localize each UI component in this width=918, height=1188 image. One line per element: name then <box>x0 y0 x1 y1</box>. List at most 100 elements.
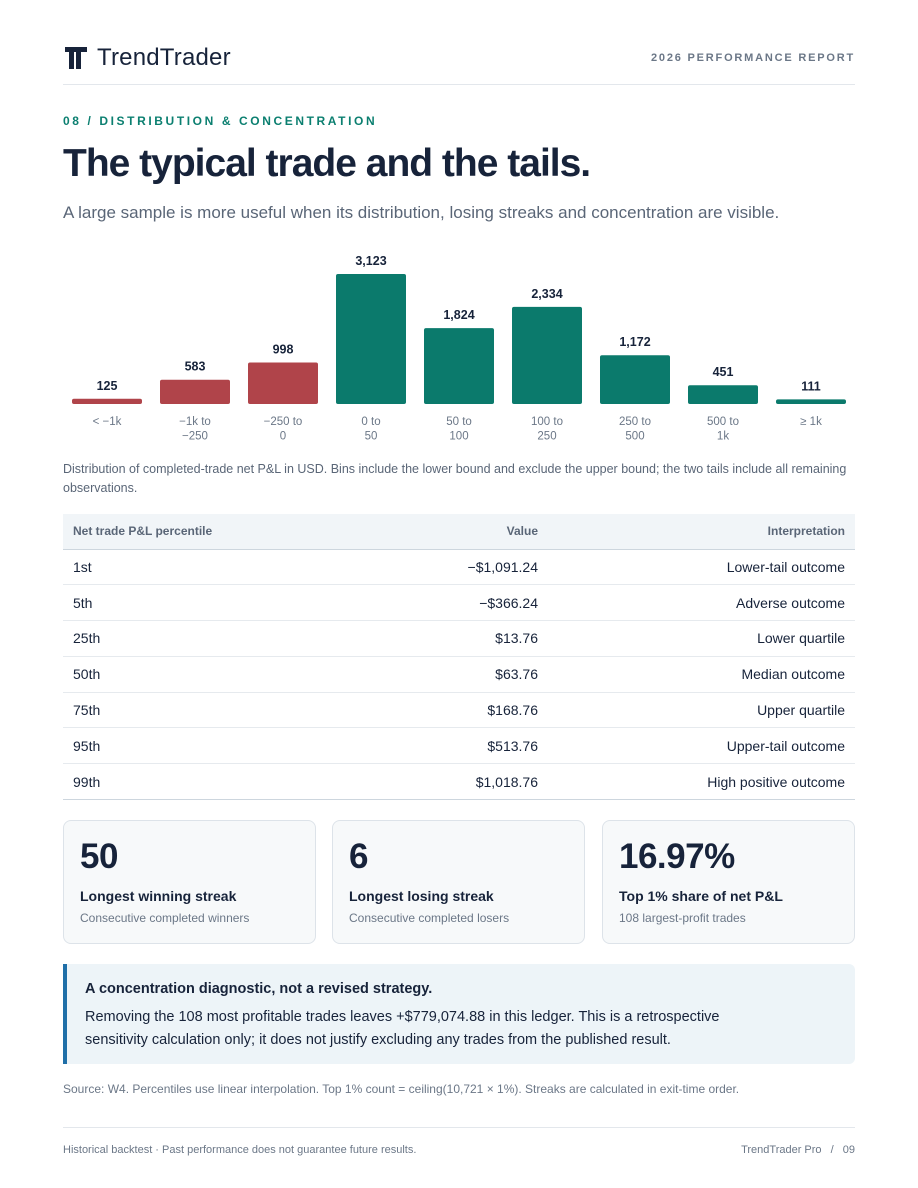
bar-value-label: 583 <box>185 360 206 374</box>
bar <box>160 379 230 404</box>
value-cell: $63.76 <box>263 656 548 693</box>
report-label: 2026 PERFORMANCE REPORT <box>651 52 855 64</box>
percentile-cell: 75th <box>63 692 263 729</box>
category-label: 1k <box>717 431 729 443</box>
trendtrader-logo-icon <box>65 47 87 69</box>
table-row: 99th $1,018.76 High positive outcome <box>63 763 855 801</box>
table-row: 95th $513.76 Upper‑tail outcome <box>63 727 855 765</box>
chart-caption: Distribution of completed-trade net P&L … <box>63 462 847 495</box>
category-label: 500 to <box>707 416 739 428</box>
bar-value-label: 111 <box>801 379 821 393</box>
bar <box>72 398 142 404</box>
interpretation-cell: Lower quartile <box>548 620 855 657</box>
category-label: 500 <box>625 431 644 443</box>
category-label: −1k to <box>179 416 211 428</box>
stat-value: 6 <box>349 837 368 876</box>
category-label: 0 <box>280 431 286 443</box>
bar-value-label: 3,123 <box>355 254 386 268</box>
percentile-cell: 99th <box>63 763 263 801</box>
stat-value: 16.97% <box>619 837 735 876</box>
category-label: 100 to <box>531 416 563 428</box>
stat-sublabel: Consecutive completed winners <box>80 911 250 925</box>
header-interpretation: Interpretation <box>548 514 855 550</box>
footer-product: TrendTrader Pro <box>741 1144 822 1156</box>
category-label: < −1k <box>93 416 122 428</box>
footer-page-info: TrendTrader Pro / 09 <box>741 1144 855 1156</box>
category-label: 100 <box>449 431 468 443</box>
bar-value-label: 1,824 <box>443 308 474 322</box>
pnl-distribution-chart: 125 < −1k 583 −1k to −250 998 −250 to 0 3,123 0 t… <box>63 250 855 450</box>
interpretation-cell: Median outcome <box>548 656 855 693</box>
bar <box>776 399 846 404</box>
bar-value-label: 998 <box>273 342 294 356</box>
page-title: The typical trade and the tails. <box>63 142 591 185</box>
percentile-cell: 50th <box>63 656 263 693</box>
category-label: 250 <box>537 431 556 443</box>
category-label: 0 to <box>361 416 380 428</box>
footer-disclaimer: Historical backtest · Past performance d… <box>63 1144 417 1156</box>
table-row: 75th $168.76 Upper quartile <box>63 692 855 729</box>
category-label: −250 to <box>264 416 303 428</box>
table-header-row: Net trade P&L percentile Value Interpret… <box>63 514 855 550</box>
interpretation-cell: Upper quartile <box>548 692 855 729</box>
interpretation-cell: Lower‑tail outcome <box>548 549 855 586</box>
stat-card-losing-streak: 6 Longest losing streak Consecutive comp… <box>332 820 585 944</box>
interpretation-cell: High positive outcome <box>548 763 855 801</box>
brand-logo: TrendTrader <box>63 44 231 72</box>
value-cell: $1,018.76 <box>263 763 548 801</box>
section-eyebrow: 08 / DISTRIBUTION & CONCENTRATION <box>63 114 378 128</box>
value-cell: $13.76 <box>263 620 548 657</box>
bar <box>600 355 670 404</box>
page-number: 09 <box>842 1144 855 1156</box>
stat-label: Longest losing streak <box>349 888 494 904</box>
percentile-cell: 95th <box>63 727 263 765</box>
table-row: 1st −$1,091.24 Lower‑tail outcome <box>63 549 855 586</box>
source-note: Source: W4. Percentiles use linear inter… <box>63 1082 740 1096</box>
interpretation-cell: Adverse outcome <box>548 584 855 622</box>
stat-label: Longest winning streak <box>80 888 237 904</box>
category-label: 50 <box>365 431 378 443</box>
bar <box>336 274 406 404</box>
pnl-distribution-svg: 125 < −1k 583 −1k to −250 998 −250 to 0 3,123 0 t… <box>72 254 846 443</box>
stat-card-winning-streak: 50 Longest winning streak Consecutive co… <box>63 820 316 944</box>
percentile-table: Net trade P&L percentile Value Interpret… <box>63 514 855 801</box>
percentile-cell: 25th <box>63 620 263 657</box>
percentile-cell: 5th <box>63 584 263 622</box>
page-subtitle: A large sample is more useful when its d… <box>63 203 780 222</box>
table-row: 5th −$366.24 Adverse outcome <box>63 584 855 622</box>
value-cell: −$1,091.24 <box>263 549 548 586</box>
bar-value-label: 1,172 <box>619 335 650 349</box>
value-cell: −$366.24 <box>263 584 548 622</box>
value-cell: $513.76 <box>263 727 548 765</box>
table-row: 50th $63.76 Median outcome <box>63 656 855 693</box>
stat-sublabel: Consecutive completed losers <box>349 911 510 925</box>
page-footer: Historical backtest · Past performance d… <box>63 1127 855 1157</box>
bar <box>688 385 758 404</box>
percentile-cell: 1st <box>63 549 263 586</box>
interpretation-cell: Upper‑tail outcome <box>548 727 855 765</box>
bar-value-label: 2,334 <box>531 287 562 301</box>
callout-body: Removing the 108 most profitable trades … <box>85 1009 720 1048</box>
stat-value: 50 <box>80 837 118 876</box>
footer-separator: / <box>830 1144 834 1156</box>
value-cell: $168.76 <box>263 692 548 729</box>
bar <box>424 328 494 404</box>
header-value: Value <box>263 514 548 550</box>
bar-value-label: 125 <box>97 379 118 393</box>
stat-card-top-share: 16.97% Top 1% share of net P&L 108 large… <box>602 820 855 944</box>
category-label: 250 to <box>619 416 651 428</box>
report-header: TrendTrader 2026 PERFORMANCE REPORT <box>63 44 855 85</box>
concentration-callout: A concentration diagnostic, not a revise… <box>63 964 855 1064</box>
bar <box>248 362 318 404</box>
bar-value-label: 451 <box>713 365 734 379</box>
bar <box>512 306 582 404</box>
stat-label: Top 1% share of net P&L <box>619 888 783 904</box>
brand-name: TrendTrader <box>97 44 231 71</box>
callout-heading: A concentration diagnostic, not a revise… <box>85 981 433 997</box>
category-label: −250 <box>182 431 208 443</box>
header-percentile: Net trade P&L percentile <box>63 514 263 550</box>
stat-cards: 50 Longest winning streak Consecutive co… <box>63 820 855 944</box>
category-label: 50 to <box>446 416 472 428</box>
category-label: ≥ 1k <box>800 416 822 428</box>
table-row: 25th $13.76 Lower quartile <box>63 620 855 657</box>
